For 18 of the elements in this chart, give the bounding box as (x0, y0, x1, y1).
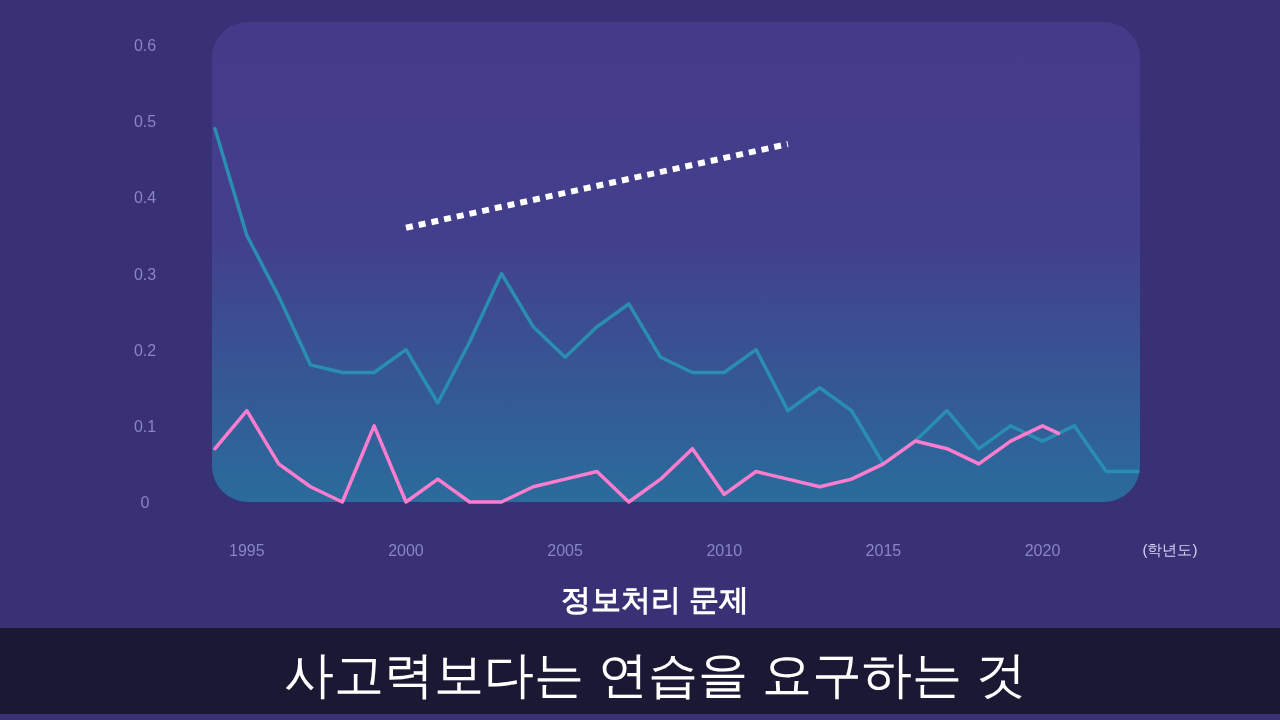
x-tick-label: 1995 (229, 542, 265, 559)
text: 정보처리 문제 (560, 583, 750, 616)
line-series (213, 127, 1140, 474)
y-tick-label: 0 (140, 494, 150, 511)
y-tick-label: 0.2 (133, 341, 157, 359)
y-tick-label: 0.3 (133, 265, 157, 283)
y-tick-label: 0.6 (133, 37, 157, 54)
x-tick-label: 2010 (706, 542, 743, 559)
y-tick-label: 0.5 (133, 113, 157, 131)
x-tick-label: 2000 (388, 542, 424, 559)
x-tick-label: 2015 (865, 542, 902, 559)
x-tick-label: 2020 (1024, 542, 1061, 559)
y-tick-label: 0.4 (133, 189, 157, 207)
y-tick-label: 0.1 (133, 417, 157, 435)
line-series (213, 408, 1061, 504)
text: 사고력보다는 연습을 요구하는 것 (284, 647, 1026, 703)
x-axis-title: (학년도) (1142, 541, 1198, 558)
x-tick-label: 2005 (547, 542, 583, 559)
